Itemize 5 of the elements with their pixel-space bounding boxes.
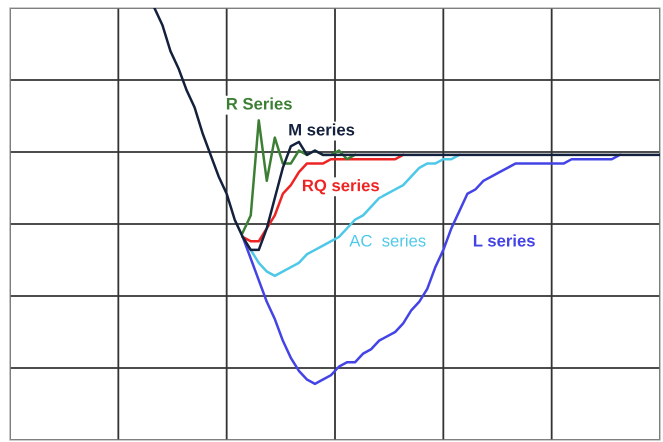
series-label: R Series (226, 97, 292, 110)
series-label: L series (474, 234, 535, 247)
series-label: RQ series (302, 179, 379, 194)
series-label: M series (289, 123, 354, 136)
series-label: AC series (349, 234, 426, 247)
